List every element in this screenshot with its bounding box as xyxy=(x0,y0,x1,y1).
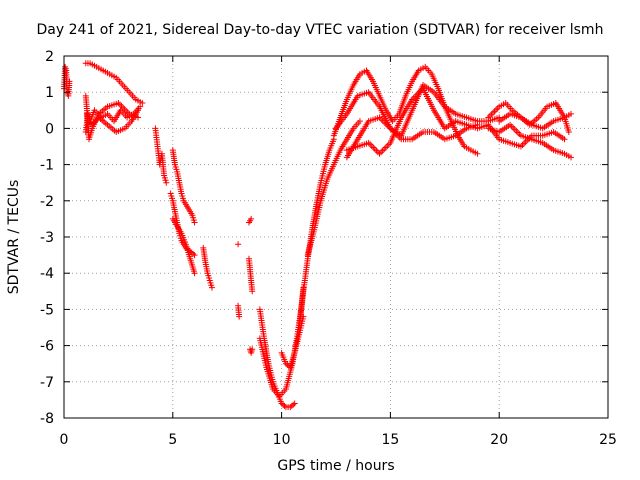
y-tick-label: -5 xyxy=(40,302,54,318)
data-point xyxy=(356,118,363,125)
y-tick-label: -4 xyxy=(40,266,54,282)
x-tick-label: 5 xyxy=(168,432,177,448)
y-tick-label: -8 xyxy=(40,411,54,427)
data-point xyxy=(248,215,255,222)
data-point xyxy=(139,100,146,107)
axis-ticks xyxy=(63,55,609,419)
data-point xyxy=(236,313,243,320)
y-tick-labels: -8 -7 -6 -5 -4 -3 -2 -1 0 1 2 xyxy=(40,49,54,427)
y-tick-label: 2 xyxy=(45,49,54,65)
x-tick-labels: 0 5 10 15 20 25 xyxy=(60,432,617,448)
data-point xyxy=(290,401,297,408)
data-point xyxy=(565,129,572,136)
data-point xyxy=(568,154,575,161)
data-point xyxy=(249,288,256,295)
x-tick-label: 15 xyxy=(381,432,399,448)
x-tick-label: 20 xyxy=(490,432,508,448)
y-axis-label: SDTVAR / TECUs xyxy=(6,180,22,295)
x-axis-label: GPS time / hours xyxy=(277,458,394,474)
y-tick-label: -2 xyxy=(40,194,54,210)
data-point xyxy=(208,284,215,291)
data-point xyxy=(191,270,198,277)
data-point xyxy=(134,114,141,121)
data-point xyxy=(66,78,73,85)
x-tick-label: 25 xyxy=(599,432,617,448)
data-point xyxy=(163,179,170,186)
x-tick-label: 0 xyxy=(60,432,69,448)
data-points xyxy=(61,60,575,411)
chart-title: Day 241 of 2021, Sidereal Day-to-day VTE… xyxy=(37,22,604,38)
y-tick-label: -3 xyxy=(40,230,54,246)
data-point xyxy=(474,121,481,128)
y-tick-label: -7 xyxy=(40,375,54,391)
data-point xyxy=(474,150,481,157)
data-point xyxy=(191,252,198,259)
y-tick-label: -1 xyxy=(40,158,54,174)
data-point xyxy=(134,107,141,114)
y-tick-label: 1 xyxy=(45,85,54,101)
data-point xyxy=(291,400,298,407)
data-point xyxy=(137,103,144,110)
data-point xyxy=(568,110,575,117)
x-tick-label: 10 xyxy=(273,432,291,448)
data-point xyxy=(235,241,242,248)
y-tick-label: 0 xyxy=(45,121,54,137)
data-point xyxy=(191,219,198,226)
data-point xyxy=(281,402,288,409)
y-tick-label: -6 xyxy=(40,339,54,355)
data-point xyxy=(561,136,568,143)
data-point xyxy=(249,346,256,353)
data-point xyxy=(190,250,197,257)
